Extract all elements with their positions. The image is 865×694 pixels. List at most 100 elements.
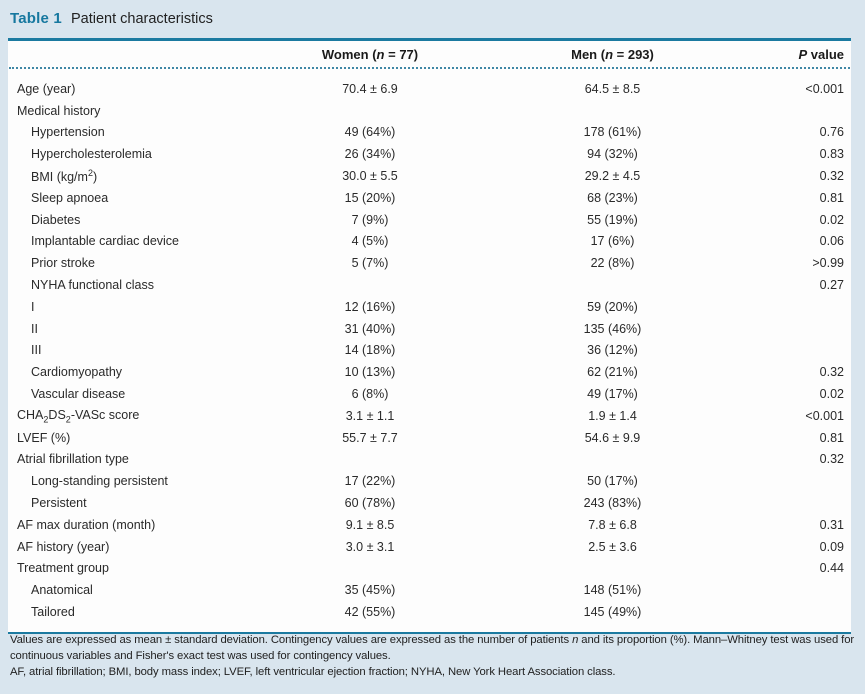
women-value: 10 (13%) <box>344 365 396 380</box>
women-value: 12 (16%) <box>344 299 396 314</box>
column-header-women: Women (n = 77) <box>321 47 419 62</box>
table-row: Atrial fibrillation type 0.32 <box>8 449 851 471</box>
table-body: Age (year) 70.4 ± 6.9 64.5 ± 8.5 <0.001 Medi… <box>8 69 851 623</box>
women-value: 4 (5%) <box>351 234 389 249</box>
p-value: <0.001 <box>805 408 844 423</box>
table-row: Long-standing persistent 17 (22%) 50 (17%) <box>8 470 851 492</box>
table-row: BMI (kg/m2) 30.0 ± 5.5 29.2 ± 4.5 0.32 <box>8 165 851 187</box>
p-value: <0.001 <box>805 81 844 96</box>
p-value: 0.31 <box>819 517 844 532</box>
row-label: Cardiomyopathy <box>31 365 123 380</box>
men-value: 68 (23%) <box>587 190 638 205</box>
row-label: BMI (kg/m2) <box>31 168 98 185</box>
table-row: Prior stroke 5 (7%) 22 (8%) >0.99 <box>8 252 851 274</box>
row-label: Hypertension <box>31 125 105 140</box>
table-row: Cardiomyopathy 10 (13%) 62 (21%) 0.32 <box>8 361 851 383</box>
table-row: Age (year) 70.4 ± 6.9 64.5 ± 8.5 <0.001 <box>8 78 851 100</box>
table-row: I 12 (16%) 59 (20%) <box>8 296 851 318</box>
row-label: LVEF (%) <box>17 430 71 445</box>
row-label: Diabetes <box>31 212 81 227</box>
row-label: Prior stroke <box>31 256 95 271</box>
p-value: 0.81 <box>819 190 844 205</box>
row-label: III <box>31 343 42 358</box>
table-row: AF max duration (month) 9.1 ± 8.5 7.8 ± 6.… <box>8 514 851 536</box>
women-value: 5 (7%) <box>351 256 389 271</box>
women-value: 42 (55%) <box>344 605 396 620</box>
row-label: Treatment group <box>17 561 109 576</box>
row-label: AF history (year) <box>17 539 110 554</box>
table-row: Vascular disease 6 (8%) 49 (17%) 0.02 <box>8 383 851 405</box>
p-value: 0.09 <box>819 539 844 554</box>
row-label: NYHA functional class <box>31 278 154 293</box>
row-label: Hypercholesterolemia <box>31 147 152 162</box>
women-value: 31 (40%) <box>344 321 396 336</box>
men-value: 59 (20%) <box>587 299 638 314</box>
men-value: 49 (17%) <box>587 387 638 402</box>
p-value: 0.32 <box>819 365 844 380</box>
men-value: 135 (46%) <box>583 321 642 336</box>
table-row: Hypercholesterolemia 26 (34%) 94 (32%) 0.83 <box>8 143 851 165</box>
p-value: 0.32 <box>819 169 844 184</box>
row-label: Persistent <box>31 496 87 511</box>
row-label: Medical history <box>17 103 101 118</box>
men-value: 29.2 ± 4.5 <box>584 169 641 184</box>
row-label: Implantable cardiac device <box>31 234 179 249</box>
table-row: NYHA functional class 0.27 <box>8 274 851 296</box>
men-value: 17 (6%) <box>590 234 635 249</box>
table-row: Tailored 42 (55%) 145 (49%) <box>8 601 851 623</box>
men-value: 64.5 ± 8.5 <box>584 81 641 96</box>
table-row: Anatomical 35 (45%) 148 (51%) <box>8 579 851 601</box>
row-label: Vascular disease <box>31 387 126 402</box>
table-row: Hypertension 49 (64%) 178 (61%) 0.76 <box>8 122 851 144</box>
table-panel: Women (n = 77) Men (n = 293) P value Age… <box>8 38 851 634</box>
p-value: 0.32 <box>819 452 844 467</box>
women-value: 55.7 ± 7.7 <box>342 430 398 445</box>
men-value: 22 (8%) <box>590 256 635 271</box>
row-label: Atrial fibrillation type <box>17 452 129 467</box>
p-value: 0.06 <box>819 234 844 249</box>
women-value: 49 (64%) <box>344 125 396 140</box>
table-row: Persistent 60 (78%) 243 (83%) <box>8 492 851 514</box>
women-value: 15 (20%) <box>344 190 396 205</box>
men-value: 1.9 ± 1.4 <box>588 408 637 423</box>
women-value: 30.0 ± 5.5 <box>342 169 398 184</box>
men-value: 148 (51%) <box>583 583 642 598</box>
women-value: 9.1 ± 8.5 <box>345 517 395 532</box>
table-row: AF history (year) 3.0 ± 3.1 2.5 ± 3.6 0.09 <box>8 536 851 558</box>
p-value: 0.76 <box>819 125 844 140</box>
row-label: AF max duration (month) <box>17 517 156 532</box>
p-value: 0.44 <box>819 561 844 576</box>
women-value: 70.4 ± 6.9 <box>342 81 398 96</box>
footnotes: Values are expressed as mean ± standard … <box>10 632 855 681</box>
p-value: 0.02 <box>819 212 844 227</box>
p-value: >0.99 <box>812 256 844 271</box>
women-value: 17 (22%) <box>344 474 396 489</box>
women-value: 60 (78%) <box>344 496 396 511</box>
women-value: 35 (45%) <box>344 583 396 598</box>
column-header-men: Men (n = 293) <box>571 47 654 62</box>
women-value: 7 (9%) <box>351 212 389 227</box>
women-value: 26 (34%) <box>344 147 396 162</box>
p-value: 0.81 <box>819 430 844 445</box>
row-label: Long-standing persistent <box>31 474 168 489</box>
table-row: CHA2DS2-VASc score 3.1 ± 1.1 1.9 ± 1.4 <0.0… <box>8 405 851 427</box>
table-row: II 31 (40%) 135 (46%) <box>8 318 851 340</box>
footnote-methods: Values are expressed as mean ± standard … <box>10 634 855 663</box>
men-value: 62 (21%) <box>587 365 638 380</box>
men-value: 55 (19%) <box>587 212 638 227</box>
p-value: 0.83 <box>819 147 844 162</box>
table-caption-text: Patient characteristics <box>70 11 213 27</box>
p-value: 0.02 <box>819 387 844 402</box>
men-value: 94 (32%) <box>587 147 638 162</box>
p-value: 0.27 <box>819 278 844 293</box>
men-value: 145 (49%) <box>583 605 642 620</box>
men-value: 243 (83%) <box>583 496 642 511</box>
table-row: Medical history <box>8 100 851 122</box>
men-value: 54.6 ± 9.9 <box>584 430 641 445</box>
table-row: Sleep apnoea 15 (20%) 68 (23%) 0.81 <box>8 187 851 209</box>
row-label: Anatomical <box>31 583 93 598</box>
row-label: II <box>31 321 38 336</box>
row-label: Sleep apnoea <box>31 190 109 205</box>
table-row: III 14 (18%) 36 (12%) <box>8 340 851 362</box>
